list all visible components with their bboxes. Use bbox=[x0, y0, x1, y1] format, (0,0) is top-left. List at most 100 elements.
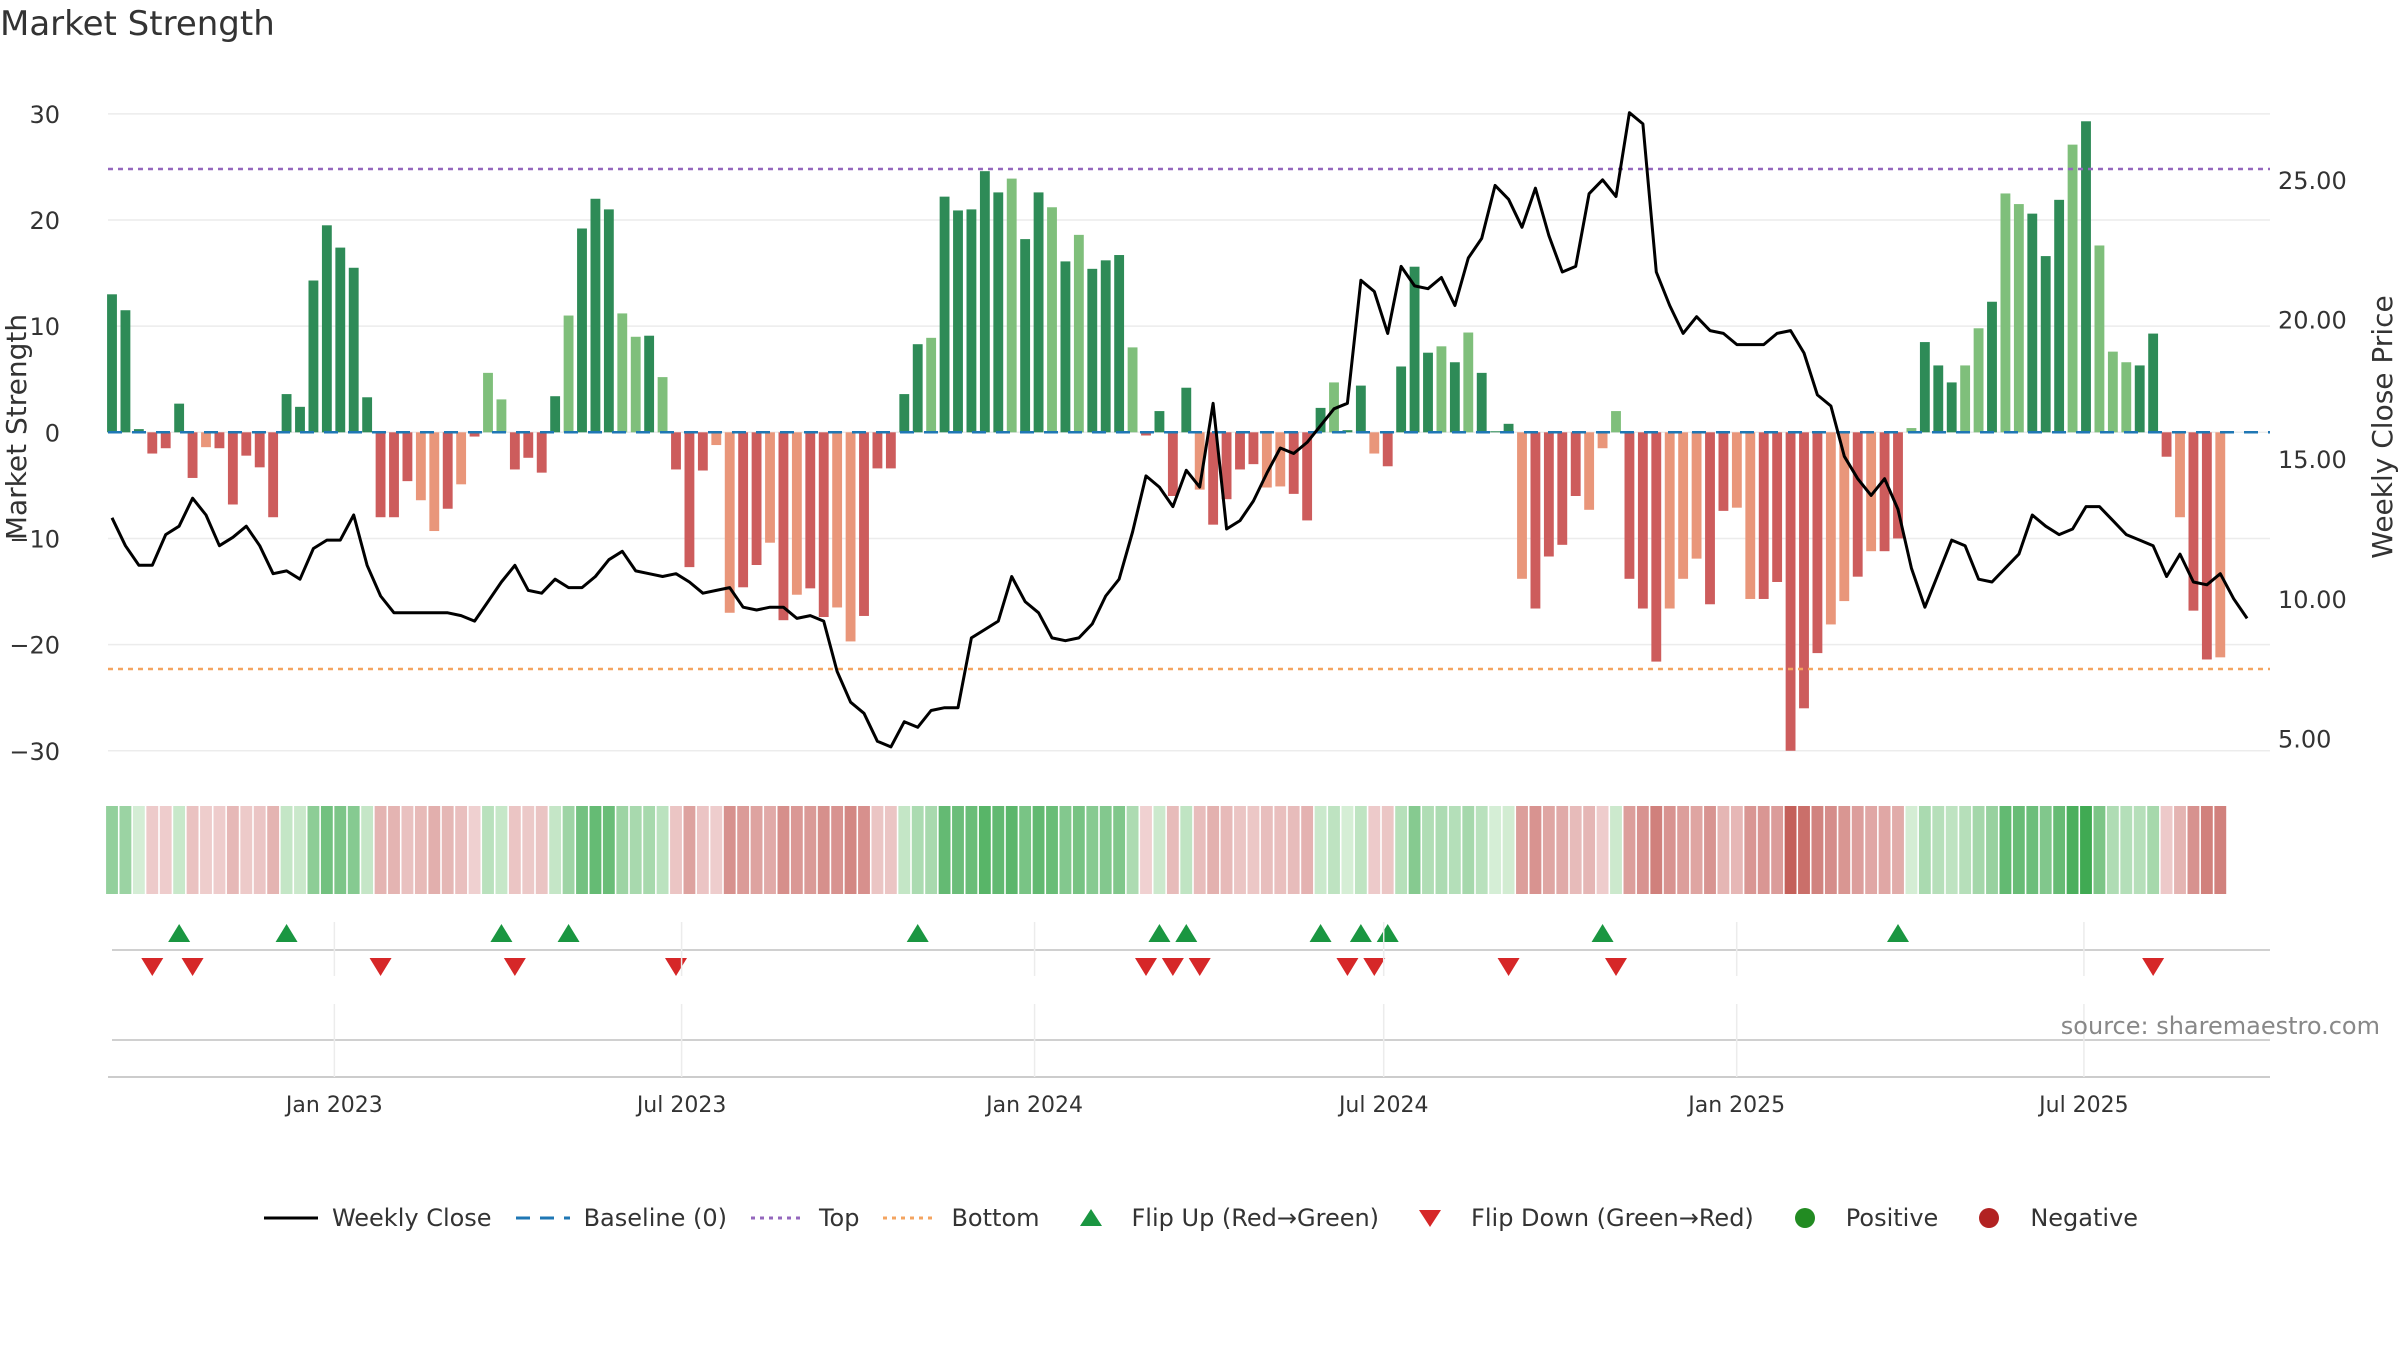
strength-bar bbox=[1624, 432, 1635, 579]
heat-cell bbox=[2160, 806, 2173, 894]
heat-cell bbox=[468, 806, 481, 894]
heat-cell bbox=[2147, 806, 2160, 894]
x-tick-label: Jul 2025 bbox=[2037, 1093, 2129, 1118]
flip-down-marker bbox=[665, 958, 687, 976]
y2-tick-label: 10.00 bbox=[2278, 586, 2347, 614]
strength-bar bbox=[1584, 432, 1595, 510]
heat-cell bbox=[629, 806, 642, 894]
strength-bar bbox=[1047, 207, 1057, 433]
strength-bar bbox=[832, 432, 843, 608]
strength-bar bbox=[1476, 372, 1487, 433]
strength-bar bbox=[1785, 432, 1796, 751]
legend-item-flipup[interactable]: Flip Up (Red→Green) bbox=[1062, 1204, 1379, 1232]
heat-cell bbox=[643, 806, 656, 894]
heat-cell bbox=[1569, 806, 1582, 894]
strength-bar bbox=[2067, 144, 2078, 433]
legend-label: Baseline (0) bbox=[583, 1204, 727, 1232]
strength-bar bbox=[2134, 365, 2145, 433]
weekly-close-line bbox=[110, 111, 2249, 749]
flip-markers-panel bbox=[112, 924, 2270, 976]
flip-down-marker bbox=[2142, 958, 2165, 976]
strength-bar bbox=[966, 209, 977, 433]
flip-down-marker bbox=[1497, 958, 1520, 976]
strength-bar bbox=[1261, 432, 1272, 488]
heat-cell bbox=[2120, 806, 2133, 894]
heat-cell bbox=[1448, 806, 1461, 894]
legend-item-close[interactable]: Weekly Close bbox=[262, 1204, 492, 1232]
heat-cell bbox=[1207, 806, 1220, 894]
heat-cell bbox=[1542, 806, 1555, 894]
heat-cell bbox=[1113, 806, 1126, 894]
strength-bars bbox=[107, 121, 2226, 751]
strength-bar bbox=[268, 432, 279, 518]
heat-cell bbox=[441, 806, 454, 894]
heat-cell bbox=[925, 806, 938, 894]
heat-cell bbox=[482, 806, 494, 894]
heat-cell bbox=[1771, 806, 1784, 894]
heat-cell bbox=[656, 806, 669, 894]
strength-bar bbox=[1557, 432, 1568, 545]
strength-bar bbox=[214, 432, 225, 449]
flip-down-marker bbox=[1188, 958, 1211, 976]
heat-cell bbox=[2066, 806, 2079, 894]
heat-cell bbox=[1019, 806, 1032, 894]
strength-bar bbox=[1570, 432, 1581, 496]
strength-bar bbox=[993, 192, 1004, 433]
legend-item-negative[interactable]: Negative bbox=[1960, 1204, 2138, 1232]
heat-cell bbox=[1395, 806, 1408, 894]
strength-bar bbox=[751, 432, 762, 565]
heat-cell bbox=[508, 806, 521, 894]
y-tick-label: 20 bbox=[29, 207, 60, 235]
y-tick-label: 0 bbox=[45, 419, 60, 447]
strength-bar bbox=[1194, 432, 1205, 490]
strength-bar bbox=[1919, 342, 1930, 433]
heat-cell bbox=[186, 806, 199, 894]
strength-bar bbox=[657, 377, 668, 433]
strength-bar bbox=[389, 432, 399, 518]
strength-bar bbox=[1100, 260, 1111, 433]
heat-cell bbox=[267, 806, 280, 894]
flip-up-marker bbox=[1376, 924, 1399, 942]
strength-bar bbox=[1275, 432, 1286, 487]
strength-bar bbox=[1396, 366, 1407, 433]
strength-bar bbox=[1772, 432, 1783, 582]
heat-cell bbox=[2214, 806, 2227, 894]
legend-item-bottom[interactable]: Bottom bbox=[881, 1204, 1040, 1232]
heat-cell bbox=[696, 806, 709, 894]
legend-item-baseline[interactable]: Baseline (0) bbox=[514, 1204, 727, 1232]
heat-cell bbox=[1005, 806, 1018, 894]
flip-down-marker bbox=[181, 958, 204, 976]
heat-cell bbox=[1730, 806, 1743, 894]
y2-tick-label: 15.00 bbox=[2278, 446, 2347, 474]
heat-cell bbox=[1798, 806, 1810, 894]
heat-cell bbox=[240, 806, 253, 894]
heat-cell bbox=[965, 806, 978, 894]
heat-cell bbox=[361, 806, 374, 894]
heat-cell bbox=[1180, 806, 1193, 894]
strength-bar bbox=[1208, 432, 1219, 525]
strength-bar bbox=[281, 394, 292, 433]
legend-item-flipdown[interactable]: Flip Down (Green→Red) bbox=[1401, 1204, 1754, 1232]
strength-bar bbox=[738, 432, 749, 588]
strength-bar bbox=[2000, 193, 2011, 433]
heat-cell bbox=[1435, 806, 1448, 894]
heat-cell bbox=[1945, 806, 1958, 894]
legend-item-top[interactable]: Top bbox=[749, 1204, 859, 1232]
heat-cell bbox=[2106, 806, 2119, 894]
strength-bar bbox=[1020, 239, 1031, 433]
strength-bar bbox=[1033, 192, 1044, 433]
heat-cell bbox=[1824, 806, 1837, 894]
heat-cell bbox=[1851, 806, 1864, 894]
strength-bar bbox=[1906, 428, 1917, 433]
strength-bar bbox=[1946, 382, 1957, 433]
heat-cell bbox=[1918, 806, 1931, 894]
strength-bar bbox=[630, 336, 641, 433]
legend-item-positive[interactable]: Positive bbox=[1776, 1204, 1938, 1232]
strength-bar bbox=[590, 198, 601, 433]
heat-cell bbox=[1287, 806, 1300, 894]
flip-up-marker bbox=[1591, 924, 1614, 942]
heat-cell bbox=[320, 806, 333, 894]
strength-bar bbox=[362, 397, 373, 433]
